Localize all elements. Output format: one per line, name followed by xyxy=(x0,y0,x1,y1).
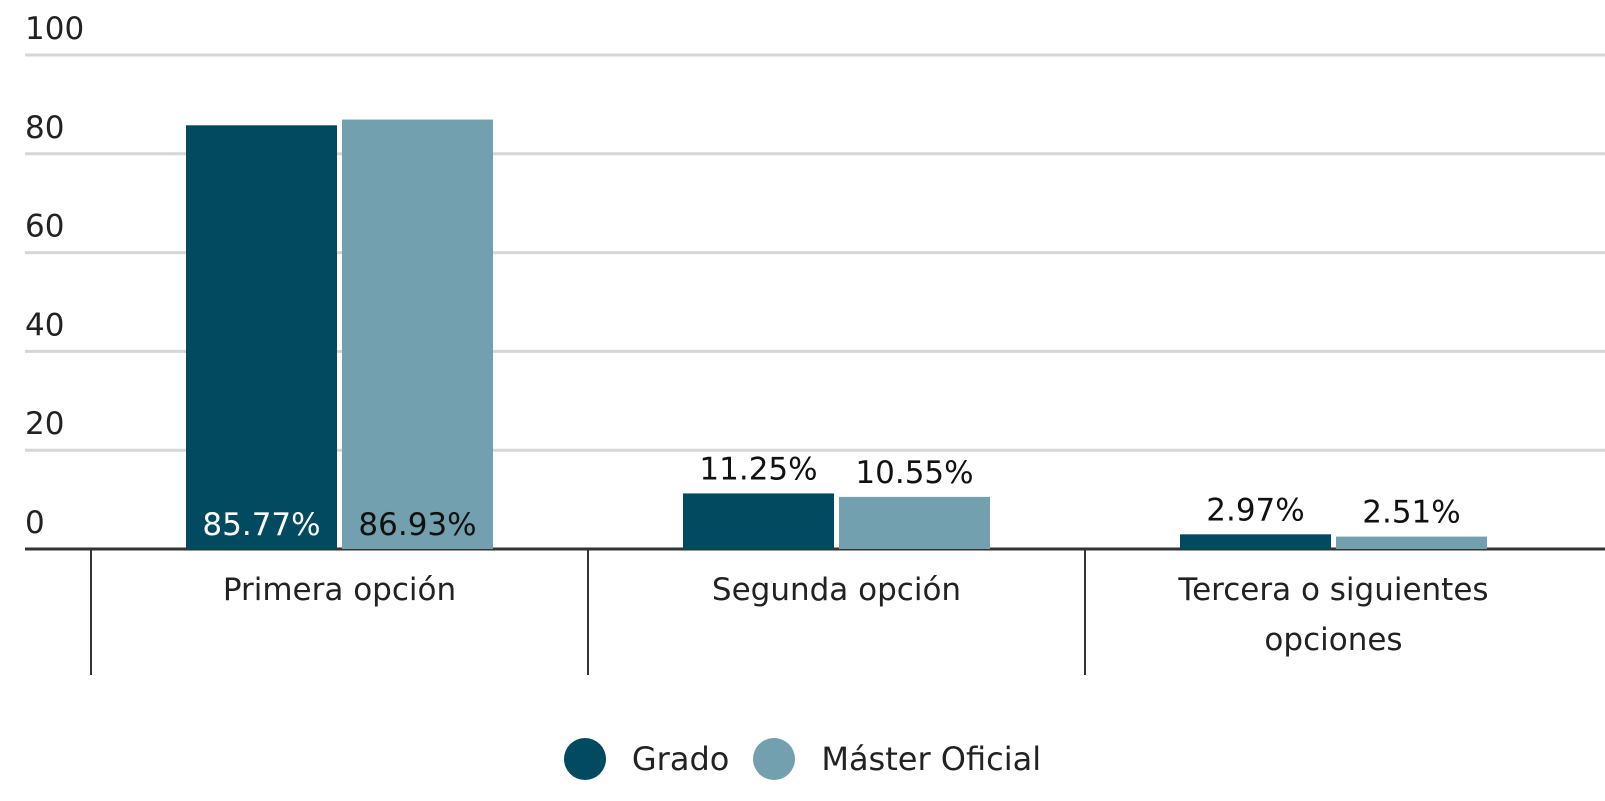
y-tick-label: 100 xyxy=(25,11,84,47)
value-label: 11.25% xyxy=(699,451,817,487)
value-label: 86.93% xyxy=(358,507,476,543)
bar xyxy=(839,496,990,549)
value-label: 2.51% xyxy=(1362,495,1460,531)
legend-label: Máster Oficial xyxy=(821,740,1042,778)
legend-item: Grado xyxy=(563,738,730,780)
legend-swatch xyxy=(753,738,796,780)
legend-label: Grado xyxy=(631,740,730,778)
bar xyxy=(683,493,834,549)
value-label: 2.97% xyxy=(1206,492,1304,528)
bar xyxy=(1336,536,1487,549)
legend-swatch xyxy=(563,738,606,780)
bar xyxy=(186,125,337,549)
bar xyxy=(1180,534,1331,549)
y-tick-label: 60 xyxy=(25,209,64,245)
bar xyxy=(342,119,493,550)
x-tick-label: Segunda opción xyxy=(711,572,962,608)
value-label: 85.77% xyxy=(202,507,320,543)
y-tick-label: 80 xyxy=(25,110,64,146)
y-tick-label: 20 xyxy=(25,406,64,442)
y-tick-label: 40 xyxy=(25,307,64,343)
legend: Grado Máster Oficial xyxy=(0,738,1605,780)
value-label: 10.55% xyxy=(855,455,973,491)
y-tick-label: 0 xyxy=(25,505,45,541)
x-tick-label: Tercera o siguientes opciones xyxy=(1178,572,1489,658)
x-tick-label: Primera opción xyxy=(222,572,457,608)
legend-item: Máster Oficial xyxy=(753,738,1041,780)
